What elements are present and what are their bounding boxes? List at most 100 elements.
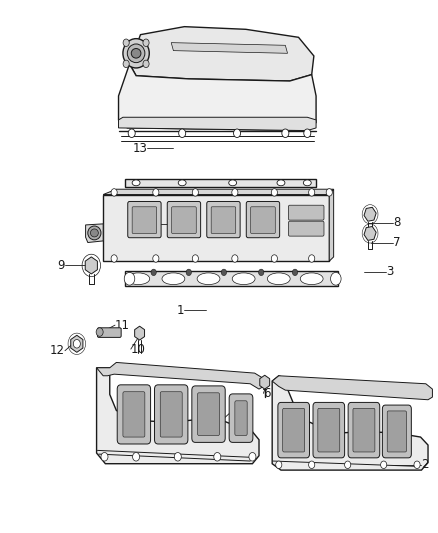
FancyBboxPatch shape (288, 221, 323, 236)
Text: 4: 4 (215, 420, 222, 433)
Circle shape (132, 453, 139, 461)
Text: 3: 3 (385, 265, 393, 278)
FancyBboxPatch shape (171, 207, 196, 233)
Circle shape (308, 461, 314, 469)
Polygon shape (96, 368, 258, 464)
Circle shape (221, 269, 226, 276)
Polygon shape (125, 271, 337, 286)
FancyBboxPatch shape (250, 207, 275, 233)
FancyBboxPatch shape (229, 394, 252, 442)
Ellipse shape (127, 273, 149, 285)
FancyBboxPatch shape (154, 385, 187, 444)
Circle shape (258, 269, 263, 276)
Circle shape (73, 340, 80, 348)
FancyBboxPatch shape (352, 408, 374, 452)
Polygon shape (171, 43, 287, 53)
Circle shape (111, 189, 117, 196)
Circle shape (380, 461, 386, 469)
Circle shape (124, 272, 134, 285)
Text: 6: 6 (263, 387, 270, 400)
Ellipse shape (123, 38, 149, 68)
Circle shape (96, 328, 103, 336)
Circle shape (186, 269, 191, 276)
Ellipse shape (132, 180, 140, 186)
Polygon shape (118, 64, 315, 131)
Circle shape (152, 189, 159, 196)
Text: 7: 7 (392, 236, 399, 249)
Circle shape (344, 461, 350, 469)
Circle shape (152, 255, 159, 262)
Circle shape (308, 255, 314, 262)
Ellipse shape (88, 226, 101, 240)
Circle shape (178, 129, 185, 138)
Circle shape (151, 269, 156, 276)
FancyBboxPatch shape (160, 392, 182, 437)
Ellipse shape (127, 44, 145, 63)
Ellipse shape (276, 180, 284, 186)
Circle shape (123, 60, 129, 68)
FancyBboxPatch shape (123, 392, 145, 437)
Circle shape (325, 189, 332, 196)
Circle shape (123, 39, 129, 46)
FancyBboxPatch shape (197, 393, 219, 435)
FancyBboxPatch shape (117, 385, 150, 444)
Circle shape (233, 129, 240, 138)
Circle shape (271, 189, 277, 196)
Ellipse shape (267, 273, 290, 285)
FancyBboxPatch shape (312, 402, 344, 458)
Circle shape (111, 255, 117, 262)
Circle shape (308, 189, 314, 196)
FancyBboxPatch shape (211, 207, 235, 233)
Text: 1: 1 (177, 304, 184, 317)
Polygon shape (118, 117, 315, 131)
FancyBboxPatch shape (234, 401, 247, 435)
Text: 2: 2 (420, 458, 428, 471)
Circle shape (192, 255, 198, 262)
FancyBboxPatch shape (127, 201, 161, 238)
Polygon shape (272, 376, 427, 470)
Text: 9: 9 (57, 259, 65, 272)
Text: 12: 12 (50, 344, 65, 357)
Ellipse shape (131, 49, 141, 58)
Circle shape (248, 453, 255, 461)
Ellipse shape (228, 180, 236, 186)
Ellipse shape (197, 273, 219, 285)
FancyBboxPatch shape (386, 411, 406, 452)
Polygon shape (103, 189, 333, 195)
FancyBboxPatch shape (277, 402, 309, 458)
Text: 11: 11 (115, 319, 130, 332)
FancyBboxPatch shape (288, 205, 323, 220)
Polygon shape (129, 27, 313, 81)
Circle shape (128, 129, 135, 138)
Ellipse shape (303, 180, 311, 186)
Circle shape (281, 129, 288, 138)
Ellipse shape (178, 180, 186, 186)
FancyBboxPatch shape (132, 207, 156, 233)
Ellipse shape (232, 273, 254, 285)
Polygon shape (328, 189, 333, 261)
Circle shape (231, 255, 237, 262)
Circle shape (174, 453, 181, 461)
Polygon shape (103, 195, 328, 261)
Text: 13: 13 (132, 142, 147, 155)
Polygon shape (272, 376, 431, 400)
FancyBboxPatch shape (246, 201, 279, 238)
Circle shape (292, 269, 297, 276)
FancyBboxPatch shape (191, 386, 225, 442)
Circle shape (143, 39, 149, 46)
FancyBboxPatch shape (282, 408, 304, 452)
FancyBboxPatch shape (97, 328, 121, 337)
Circle shape (143, 60, 149, 68)
Circle shape (330, 272, 340, 285)
Circle shape (271, 255, 277, 262)
Circle shape (231, 189, 237, 196)
Ellipse shape (90, 229, 98, 237)
Circle shape (213, 453, 220, 461)
FancyBboxPatch shape (206, 201, 240, 238)
Ellipse shape (300, 273, 322, 285)
Circle shape (275, 461, 281, 469)
Circle shape (192, 189, 198, 196)
Polygon shape (125, 179, 315, 187)
Circle shape (413, 461, 419, 469)
FancyBboxPatch shape (167, 201, 200, 238)
